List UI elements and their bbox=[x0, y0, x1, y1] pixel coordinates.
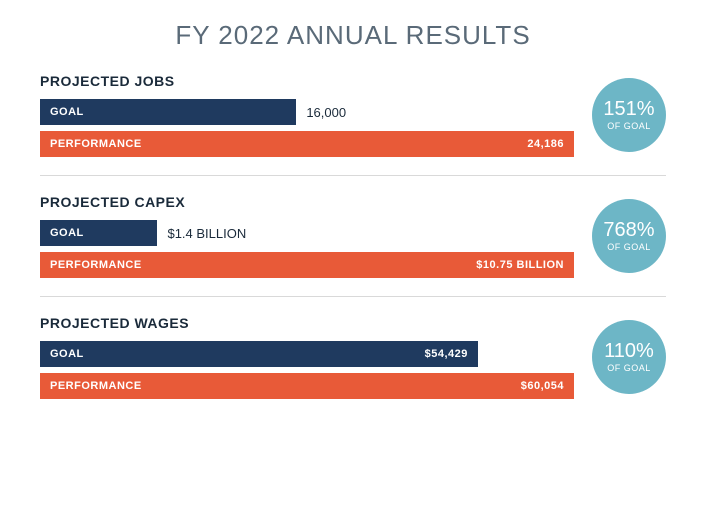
goal-badge: 110% OF GOAL bbox=[592, 320, 666, 394]
metric-block: PROJECTED WAGES GOAL $54,429 PERFORMANCE $60… bbox=[40, 315, 666, 399]
goal-row: GOAL $1.4 BILLION bbox=[40, 220, 574, 246]
performance-row: PERFORMANCE 24,186 bbox=[40, 131, 574, 157]
performance-row: PERFORMANCE $60,054 bbox=[40, 373, 574, 399]
goal-row: GOAL 16,000 bbox=[40, 99, 574, 125]
performance-label: PERFORMANCE bbox=[50, 259, 142, 271]
metric-block: PROJECTED JOBS GOAL 16,000 PERFORMANCE 24,18… bbox=[40, 73, 666, 176]
goal-bar: GOAL bbox=[40, 99, 296, 125]
performance-value: 24,186 bbox=[527, 138, 564, 150]
goal-label: GOAL bbox=[50, 106, 84, 118]
badge-percent: 151% bbox=[603, 99, 654, 119]
metric-block: PROJECTED CAPEX GOAL $1.4 BILLION PERFORMAN… bbox=[40, 194, 666, 297]
performance-label: PERFORMANCE bbox=[50, 380, 142, 392]
performance-bar: PERFORMANCE $10.75 BILLION bbox=[40, 252, 574, 278]
section-title: PROJECTED JOBS bbox=[40, 73, 574, 89]
goal-value: $1.4 BILLION bbox=[167, 226, 246, 241]
page-title: FY 2022 ANNUAL RESULTS bbox=[40, 20, 666, 51]
goal-value: 16,000 bbox=[306, 105, 346, 120]
performance-bar: PERFORMANCE $60,054 bbox=[40, 373, 574, 399]
section-title: PROJECTED WAGES bbox=[40, 315, 574, 331]
performance-bar: PERFORMANCE 24,186 bbox=[40, 131, 574, 157]
badge-percent: 110% bbox=[604, 341, 654, 361]
goal-label: GOAL bbox=[50, 227, 84, 239]
goal-label: GOAL bbox=[50, 348, 84, 360]
bars-group: GOAL $54,429 PERFORMANCE $60,054 bbox=[40, 341, 574, 399]
badge-subtext: OF GOAL bbox=[607, 363, 651, 373]
section-title: PROJECTED CAPEX bbox=[40, 194, 574, 210]
metrics-container: PROJECTED JOBS GOAL 16,000 PERFORMANCE 24,18… bbox=[40, 73, 666, 399]
performance-label: PERFORMANCE bbox=[50, 138, 142, 150]
goal-badge: 768% OF GOAL bbox=[592, 199, 666, 273]
badge-percent: 768% bbox=[603, 220, 654, 240]
bars-group: GOAL $1.4 BILLION PERFORMANCE $10.75 BILLIO… bbox=[40, 220, 574, 278]
goal-bar: GOAL bbox=[40, 220, 157, 246]
goal-row: GOAL $54,429 bbox=[40, 341, 574, 367]
performance-value: $10.75 BILLION bbox=[476, 259, 564, 271]
goal-bar: GOAL $54,429 bbox=[40, 341, 478, 367]
bars-group: GOAL 16,000 PERFORMANCE 24,186 bbox=[40, 99, 574, 157]
goal-badge: 151% OF GOAL bbox=[592, 78, 666, 152]
badge-subtext: OF GOAL bbox=[607, 242, 651, 252]
badge-subtext: OF GOAL bbox=[607, 121, 651, 131]
goal-value: $54,429 bbox=[425, 348, 468, 360]
performance-value: $60,054 bbox=[521, 380, 564, 392]
performance-row: PERFORMANCE $10.75 BILLION bbox=[40, 252, 574, 278]
